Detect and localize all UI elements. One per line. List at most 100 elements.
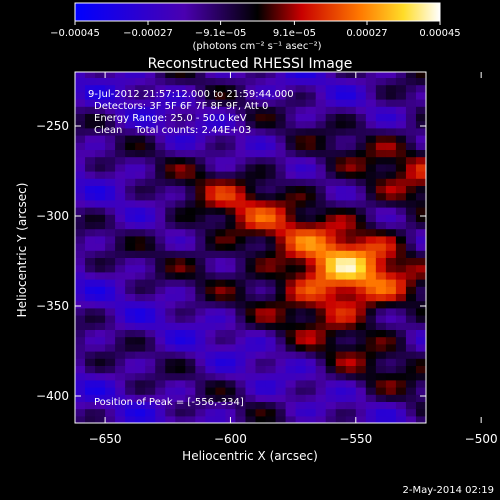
heatmap-cell [85,293,96,302]
heatmap-cell [405,387,417,395]
heatmap-cell [195,127,206,136]
heatmap-cell [95,336,106,345]
heatmap-cell [345,178,357,186]
heatmap-cell [105,106,116,114]
heatmap-cell [115,415,126,423]
heatmap-cell [205,271,216,280]
heatmap-cell [195,250,206,258]
heatmap-cell [215,156,227,165]
heatmap-cell [385,135,397,143]
heatmap-cell [185,322,196,330]
heatmap-cell [255,149,267,158]
heatmap-cell [95,221,106,230]
heatmap-cell [325,300,337,309]
heatmap-cell [355,351,367,359]
heatmap-cell [165,307,176,316]
heatmap-cell [195,300,206,309]
heatmap-cell [255,322,267,330]
heatmap-cell [295,185,307,194]
heatmap-cell [115,214,126,222]
heatmap-cell [295,329,307,338]
heatmap-cell [75,358,86,366]
heatmap-cell [225,135,237,143]
heatmap-cell [175,300,186,309]
heatmap-cell [315,358,327,366]
heatmap-cell [395,235,407,244]
heatmap-cell [335,387,347,395]
heatmap-cell [155,77,166,86]
heatmap-cell [355,84,367,93]
heatmap-cell [235,99,247,107]
heatmap-cell [125,207,136,215]
heatmap-cell [115,135,126,143]
heatmap-cell [125,135,136,143]
heatmap-cell [395,322,407,330]
heatmap-cell [355,264,367,273]
heatmap-cell [75,120,86,129]
heatmap-cell [365,387,377,395]
heatmap-cell [195,257,206,266]
heatmap-cell [85,322,96,330]
heatmap-cell [405,351,417,359]
heatmap-cell [275,286,287,294]
heatmap-cell [325,286,337,294]
heatmap-cell [235,84,247,93]
heatmap-cell [205,84,216,93]
heatmap-cell [215,264,227,273]
heatmap-cell [115,408,126,417]
heatmap-cell [195,149,206,158]
heatmap-cell [165,221,176,230]
heatmap-cell [165,192,176,201]
heatmap-cell [325,343,337,352]
heatmap-cell [235,293,247,302]
heatmap-cell [135,343,146,352]
heatmap-cell [195,156,206,165]
heatmap-cell [345,286,357,294]
heatmap-cell [385,372,397,381]
heatmap-cell [365,379,377,388]
heatmap-cell [345,84,357,93]
heatmap-cell [145,72,156,78]
heatmap-cell [295,72,307,78]
heatmap-cell [105,243,116,251]
heatmap-cell [365,163,377,172]
heatmap-cell [265,77,277,86]
heatmap-cell [155,271,166,280]
heatmap-cell [75,192,86,201]
heatmap-cell [145,264,156,273]
heatmap-cell [85,279,96,287]
heatmap-cell [175,358,186,366]
heatmap-cell [275,207,287,215]
heatmap-cell [285,415,297,423]
heatmap-cell [305,415,317,423]
heatmap-cell [135,135,146,143]
heatmap-cell [125,84,136,93]
heatmap-cell [205,207,216,215]
heatmap-cell [285,142,297,150]
heatmap-cell [365,271,377,280]
heatmap-cell [245,199,257,208]
heatmap-cell [315,293,327,302]
heatmap-cell [225,228,237,237]
heatmap-cell [195,293,206,302]
heatmap-cell [85,250,96,258]
heatmap-cell [145,365,156,374]
heatmap-cell [415,279,426,287]
heatmap-cell [235,365,247,374]
heatmap-cell [265,192,277,201]
heatmap-cell [335,286,347,294]
heatmap-cell [165,84,176,93]
heatmap-cell [145,127,156,136]
heatmap-cell [75,401,86,410]
heatmap-cell [255,207,267,215]
heatmap-cell [175,192,186,201]
heatmap-cell [265,142,277,150]
heatmap-cell [145,329,156,338]
heatmap-cell [175,171,186,179]
heatmap-cell [235,250,247,258]
heatmap-cell [145,415,156,423]
heatmap-cell [385,250,397,258]
heatmap-cell [305,243,317,251]
y-tick-label: −400 [36,389,69,403]
heatmap-cell [395,271,407,280]
